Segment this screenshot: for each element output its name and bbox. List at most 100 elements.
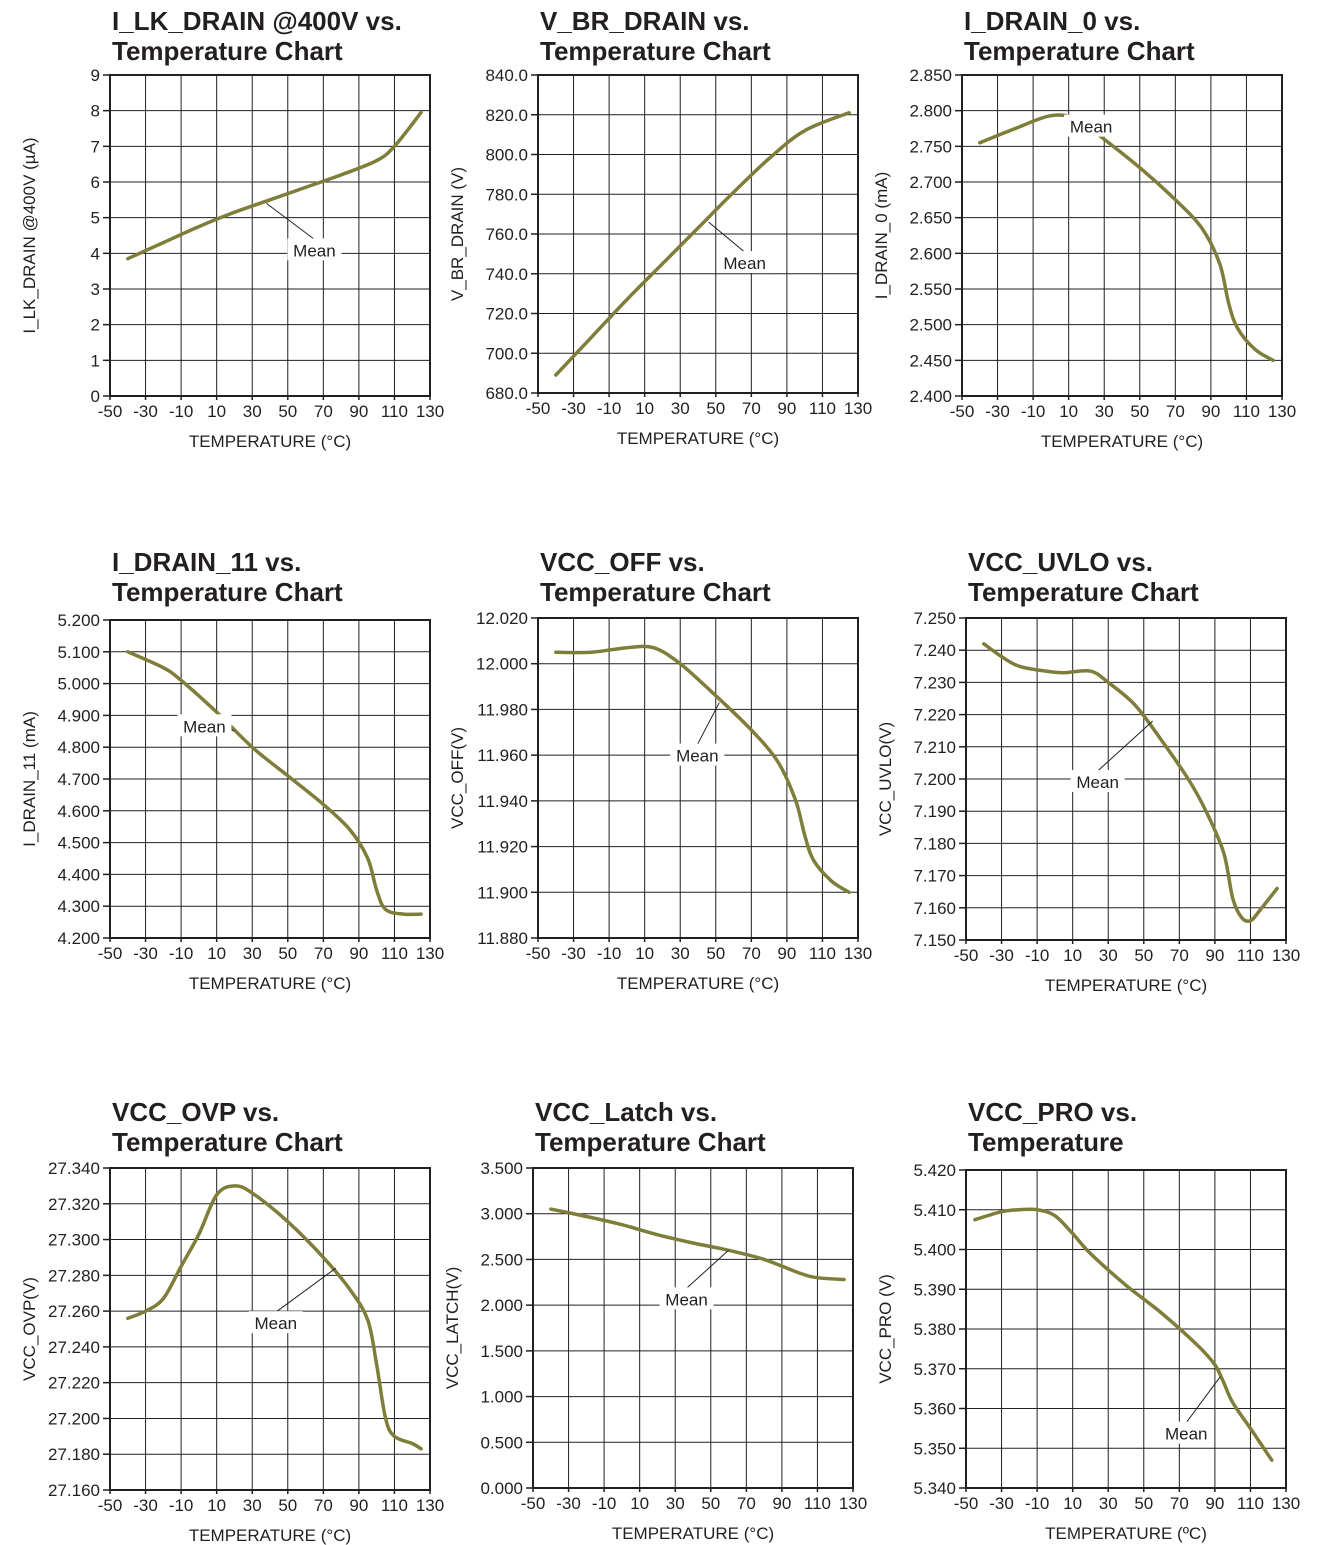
y-tick-label: 5.000 bbox=[57, 675, 100, 694]
chart-6: VCC_UVLO vs.Temperature Chart 7.150 7.160 7… bbox=[876, 547, 1300, 995]
annotation-leader bbox=[275, 1267, 337, 1313]
y-tick-label: 4 bbox=[91, 244, 100, 263]
chart-7: VCC_OVP vs.Temperature Chart 27.160 27.180… bbox=[20, 1097, 444, 1545]
x-axis-label: TEMPERATURE (°C) bbox=[189, 974, 351, 993]
x-tick-label: -50 bbox=[526, 399, 551, 418]
x-tick-label: 70 bbox=[1166, 402, 1185, 421]
x-tick-label: 50 bbox=[278, 1496, 297, 1515]
series-line-mean bbox=[549, 1207, 846, 1282]
x-tick-label: 70 bbox=[742, 399, 761, 418]
x-tick-label: 30 bbox=[671, 944, 690, 963]
chart-title-line: VCC_OVP vs. bbox=[112, 1097, 279, 1127]
x-tick-label: 30 bbox=[243, 944, 262, 963]
x-tick-label: -10 bbox=[597, 944, 622, 963]
annotation-mean-label: Mean bbox=[1070, 118, 1113, 137]
y-tick-label: 2.500 bbox=[909, 316, 952, 335]
y-tick-label: 2.750 bbox=[909, 137, 952, 156]
x-tick-label: 90 bbox=[349, 402, 368, 421]
x-axis-label: TEMPERATURE (°C) bbox=[1041, 432, 1203, 451]
x-tick-label: 50 bbox=[706, 399, 725, 418]
annotation-mean-label: Mean bbox=[183, 717, 226, 736]
y-tick-label: 27.340 bbox=[48, 1159, 100, 1178]
x-tick-label: -50 bbox=[98, 1496, 123, 1515]
x-tick-label: -30 bbox=[561, 399, 586, 418]
x-tick-label: 110 bbox=[809, 944, 836, 963]
x-axis-label: TEMPERATURE (°C) bbox=[617, 429, 779, 448]
annotation-bg bbox=[177, 714, 232, 737]
chart-title-line: Temperature Chart bbox=[112, 1127, 343, 1157]
series-line-mean bbox=[978, 113, 1275, 363]
chart-9: VCC_PRO vs.Temperature 5.340 5.350 5.360 5.3… bbox=[876, 1097, 1300, 1543]
x-tick-label: 110 bbox=[1237, 1494, 1264, 1513]
x-tick-label: -10 bbox=[1025, 946, 1050, 965]
x-tick-label: 90 bbox=[349, 1496, 368, 1515]
y-tick-label: 780.0 bbox=[485, 185, 528, 204]
y-tick-label: 0.500 bbox=[480, 1433, 523, 1452]
annotation-bg bbox=[248, 1311, 303, 1334]
y-tick-label: 7 bbox=[91, 137, 100, 156]
x-tick-label: 10 bbox=[1063, 1494, 1082, 1513]
x-tick-label: 30 bbox=[666, 1494, 685, 1513]
annotation-mean-label: Mean bbox=[293, 241, 336, 260]
x-tick-label: 130 bbox=[416, 402, 444, 421]
y-tick-label: 27.160 bbox=[48, 1481, 100, 1500]
y-tick-label: 680.0 bbox=[485, 384, 528, 403]
x-tick-label: 130 bbox=[844, 944, 872, 963]
x-tick-label: 90 bbox=[1201, 402, 1220, 421]
chart-title-line: Temperature Chart bbox=[540, 577, 771, 607]
chart-title-line: VCC_UVLO vs. bbox=[968, 547, 1153, 577]
y-tick-label: 11.940 bbox=[477, 792, 528, 811]
x-tick-label: 30 bbox=[1095, 402, 1114, 421]
x-tick-label: 70 bbox=[314, 402, 333, 421]
annotation-leader bbox=[1185, 1376, 1221, 1423]
y-tick-label: 27.260 bbox=[48, 1302, 100, 1321]
x-axis-label: TEMPERATURE (°C) bbox=[189, 432, 351, 451]
x-tick-label: 50 bbox=[1130, 402, 1149, 421]
annotation-bg bbox=[1064, 114, 1119, 137]
chart-title-line: I_DRAIN_11 vs. bbox=[112, 547, 301, 577]
annotation-bg bbox=[287, 238, 342, 261]
x-tick-label: 10 bbox=[1063, 946, 1082, 965]
x-tick-label: 90 bbox=[349, 944, 368, 963]
y-tick-label: 27.280 bbox=[48, 1266, 100, 1285]
y-tick-label: 7.160 bbox=[913, 899, 956, 918]
x-tick-label: 130 bbox=[1272, 1494, 1300, 1513]
series-line-mean bbox=[982, 642, 1279, 923]
y-axis-label: V_BR_DRAIN (V) bbox=[448, 167, 467, 301]
plot-frame bbox=[537, 617, 859, 939]
y-tick-label: 740.0 bbox=[485, 265, 528, 284]
chart-title-line: Temperature Chart bbox=[540, 36, 771, 66]
x-tick-label: -30 bbox=[133, 1496, 158, 1515]
series-line-mean bbox=[554, 111, 851, 377]
y-tick-label: 3.000 bbox=[480, 1205, 523, 1224]
y-tick-label: 7.240 bbox=[913, 641, 956, 660]
x-axis-label: TEMPERATURE (°C) bbox=[1045, 976, 1207, 995]
y-tick-label: 4.800 bbox=[57, 738, 100, 757]
x-axis-label: TEMPERATURE (°C) bbox=[617, 974, 779, 993]
y-tick-label: 2.600 bbox=[909, 244, 952, 263]
annotation-mean-label: Mean bbox=[723, 254, 766, 273]
series-line-mean bbox=[126, 110, 423, 261]
x-tick-label: 70 bbox=[314, 944, 333, 963]
y-tick-label: 1.500 bbox=[480, 1342, 523, 1361]
series-line-mean bbox=[554, 644, 851, 895]
x-tick-label: -10 bbox=[592, 1494, 617, 1513]
y-tick-label: 7.200 bbox=[913, 770, 956, 789]
series-line-mean bbox=[973, 1207, 1274, 1462]
x-tick-label: 130 bbox=[839, 1494, 867, 1513]
y-tick-label: 7.180 bbox=[913, 834, 956, 853]
x-tick-label: 110 bbox=[804, 1494, 831, 1513]
x-tick-label: -10 bbox=[169, 944, 194, 963]
chart-2: V_BR_DRAIN vs.Temperature Chart 680.0 700.… bbox=[448, 6, 872, 448]
x-tick-label: 70 bbox=[737, 1494, 756, 1513]
y-tick-label: 5.370 bbox=[913, 1360, 956, 1379]
chart-1: I_LK_DRAIN @400V vs.Temperature Chart 0 1 2… bbox=[20, 6, 444, 451]
chart-title-line: Temperature Chart bbox=[968, 577, 1199, 607]
y-tick-label: 800.0 bbox=[485, 146, 528, 165]
y-tick-label: 2.500 bbox=[480, 1250, 523, 1269]
x-tick-label: 50 bbox=[278, 944, 297, 963]
y-tick-label: 12.000 bbox=[476, 655, 528, 674]
y-tick-label: 2.400 bbox=[909, 387, 952, 406]
y-tick-label: 760.0 bbox=[485, 225, 528, 244]
annotation-bg bbox=[659, 1287, 714, 1310]
